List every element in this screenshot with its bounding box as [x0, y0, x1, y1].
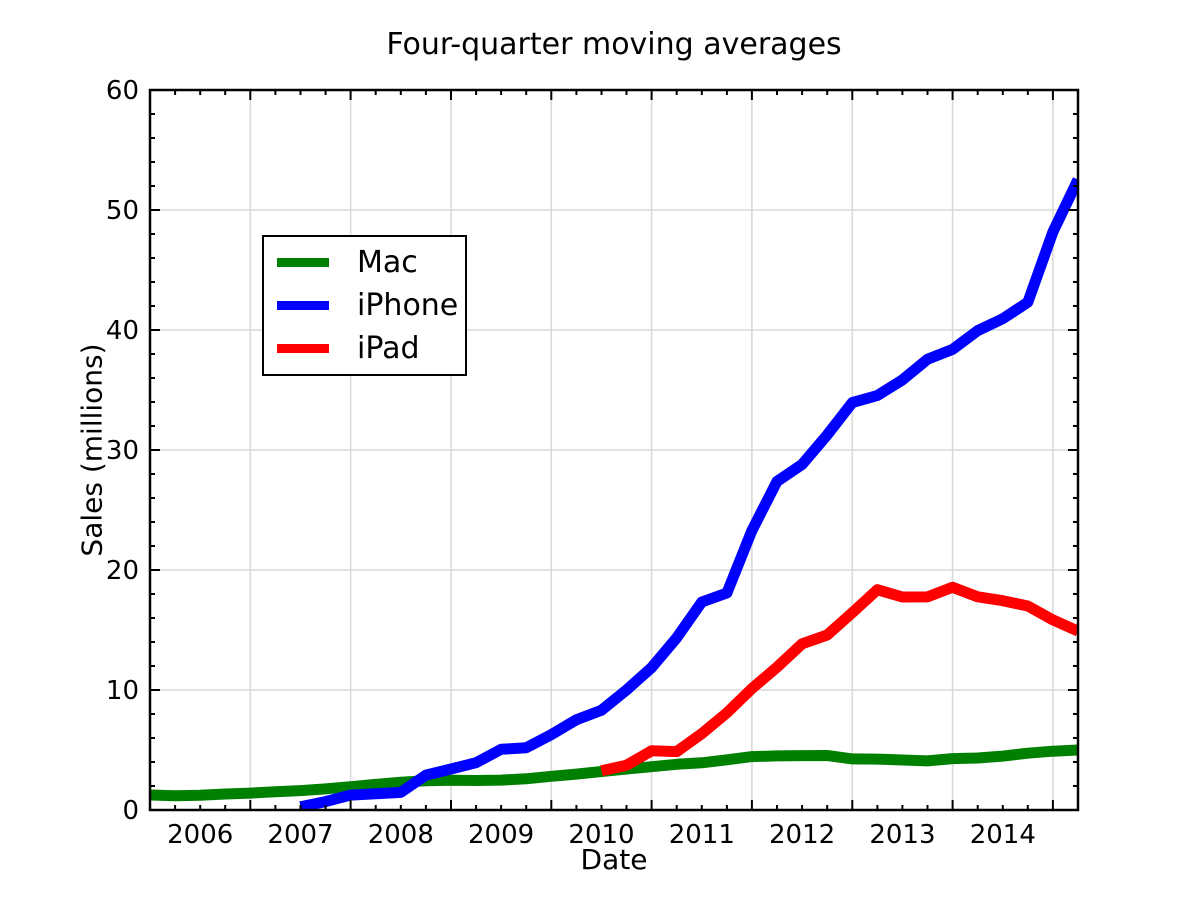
legend-swatch-ipad — [277, 344, 329, 353]
y-tick-label: 40 — [106, 316, 139, 346]
legend-label-mac: Mac — [357, 244, 418, 280]
series-line-iphone — [299, 177, 1078, 810]
x-tick-label: 2011 — [669, 820, 735, 850]
y-tick-label: 50 — [106, 196, 139, 226]
axis-tick-labels: 0 10 20 30 40 50 60 2006 2007 2008 2009 2010 2011 201… — [106, 76, 1036, 850]
y-tick-label: 10 — [106, 676, 139, 706]
x-tick-label: 2009 — [468, 820, 534, 850]
y-tick-label: 60 — [106, 76, 139, 106]
y-tick-label: 0 — [122, 796, 139, 826]
series-lines — [150, 177, 1078, 810]
x-tick-label: 2013 — [869, 820, 935, 850]
x-tick-label: 2012 — [769, 820, 835, 850]
gridlines — [150, 90, 1078, 810]
legend-label-ipad: iPad — [357, 330, 420, 366]
x-tick-label: 2006 — [167, 820, 233, 850]
legend-swatch-iphone — [277, 301, 329, 310]
y-axis-label: Sales (millions) — [75, 343, 109, 557]
legend-item-mac: Mac — [264, 243, 465, 283]
y-tick-label: 30 — [106, 436, 139, 466]
chart-title: Four-quarter moving averages — [386, 27, 842, 62]
legend-item-ipad: iPad — [264, 329, 465, 369]
x-tick-label: 2008 — [368, 820, 434, 850]
axis-ticks — [150, 90, 1078, 810]
legend-swatch-mac — [277, 258, 329, 267]
legend-item-iphone: iPhone — [264, 286, 465, 326]
legend-label-iphone: iPhone — [357, 287, 459, 323]
series-line-ipad — [600, 581, 1078, 777]
x-tick-label: 2010 — [568, 820, 634, 850]
legend: Mac iPhone iPad — [262, 235, 467, 376]
x-tick-label: 2014 — [970, 820, 1036, 850]
y-tick-label: 20 — [106, 556, 139, 586]
x-axis-label: Date — [580, 843, 648, 876]
x-tick-label: 2007 — [267, 820, 333, 850]
